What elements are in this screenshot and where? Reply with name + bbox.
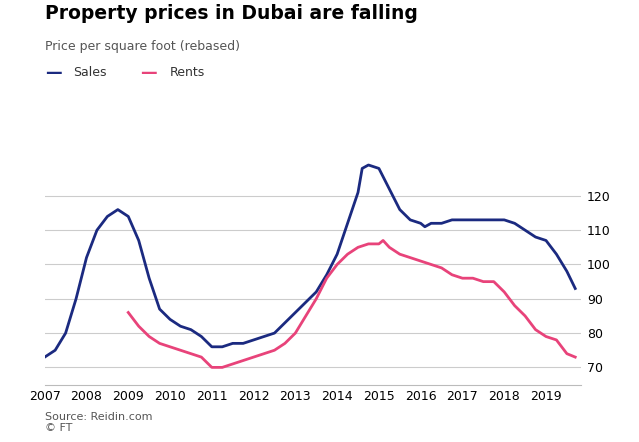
- Text: Property prices in Dubai are falling: Property prices in Dubai are falling: [45, 4, 418, 23]
- Text: Sales: Sales: [73, 66, 107, 80]
- Text: Price per square foot (rebased): Price per square foot (rebased): [45, 40, 240, 53]
- Text: —: —: [45, 64, 61, 82]
- Text: Rents: Rents: [169, 66, 204, 80]
- Text: Source: Reidin.com
© FT: Source: Reidin.com © FT: [45, 412, 152, 433]
- Text: —: —: [141, 64, 157, 82]
